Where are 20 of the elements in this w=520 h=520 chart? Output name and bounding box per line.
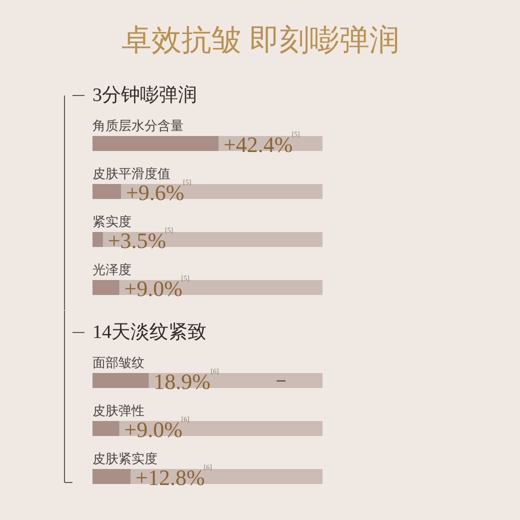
data-label: +12.8% — [136, 465, 205, 490]
chart-subtitle: 3分钟嘭弹润 — [92, 84, 197, 106]
y-tick-label: 光泽度 — [92, 262, 132, 277]
y-tick-label: 皮肤弹性 — [92, 403, 144, 418]
y-tick-label: 面部皱纹 — [92, 355, 144, 370]
bar — [92, 184, 122, 199]
data-label: +42.4% — [224, 132, 293, 157]
chart-title: 卓效抗皱 即刻嘭弹润 — [121, 24, 400, 57]
y-tick-label: 紧实度 — [92, 214, 132, 229]
data-label: +9.6% — [126, 180, 184, 205]
bar — [92, 280, 120, 295]
y-tick-label: 皮肤平滑度值 — [92, 166, 170, 181]
data-label: 18.9% — [154, 369, 210, 394]
chart-subtitle: 14天淡纹紧致 — [92, 322, 206, 343]
y-tick-label: 皮肤紧实度 — [92, 451, 158, 466]
y-tick-label: 角质层水分含量 — [92, 118, 184, 133]
text: – — [276, 372, 286, 389]
bar — [92, 232, 103, 247]
data-label: +9.0% — [124, 417, 182, 442]
data-label: +9.0% — [124, 276, 182, 301]
